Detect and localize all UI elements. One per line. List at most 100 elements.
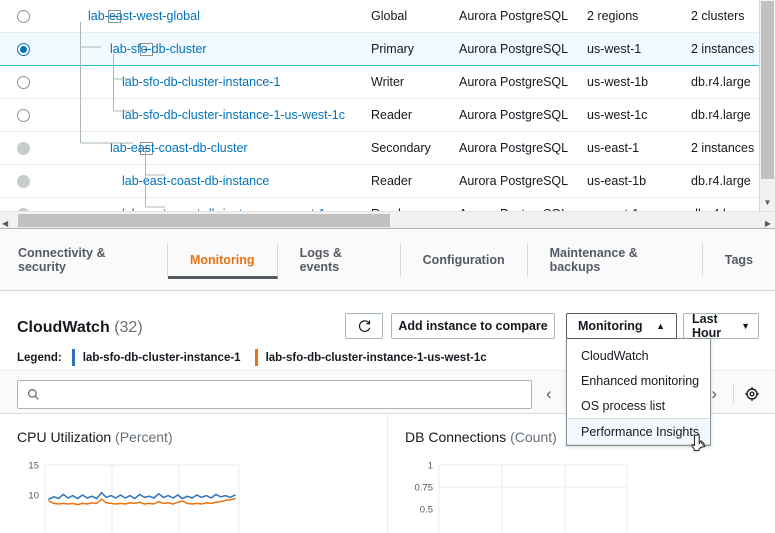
search-input[interactable] [48,386,522,403]
databases-table: lab-east-west-global Global Aurora Postgre… [0,0,775,211]
chevron-down-icon: ▼ [763,198,772,207]
db-name-cell: lab-sfo-db-cluster-instance-1 [46,66,371,99]
db-resource-link[interactable]: lab-east-coast-db-instance-us-east-1c [122,207,332,211]
role-cell: Reader [371,174,412,188]
row-radio-button [16,175,30,189]
db-name-cell: lab-sfo-db-cluster-instance-1-us-west-1c [46,99,371,132]
region-az-cell: us-east-1 [587,141,640,155]
db-resource-link[interactable]: lab-sfo-db-cluster-instance-1 [122,75,281,89]
add-instance-to-compare-button[interactable]: Add instance to compare [391,313,555,339]
db-resource-link[interactable]: lab-sfo-db-cluster [110,42,207,56]
detail-tabs: Connectivity & security Monitoring Logs & … [0,243,775,283]
monitoring-type-dropdown-button[interactable]: Monitoring ▲ [566,313,677,339]
region-az-cell: us-east-1c [587,198,691,211]
table-vertical-scroll-thumb[interactable] [761,1,774,179]
dropdown-item-os-process-list[interactable]: OS process list [581,398,666,413]
db-name-cell: lab-east-coast-db-cluster [46,132,371,165]
tab-connectivity-security[interactable]: Connectivity & security [0,243,168,276]
chart-card-db-connections: DB Connections (Count) 1 0.75 0.5 [388,415,775,533]
collapse-node-button[interactable] [108,9,121,23]
table-row[interactable]: lab-sfo-db-cluster Primary Aurora PostgreS… [0,32,775,66]
pagination-divider [733,384,734,403]
chart-title-cpu: CPU Utilization (Percent) [17,429,173,445]
engine-cell: Aurora PostgreSQL [459,108,569,122]
svg-text:0.5: 0.5 [420,505,433,516]
monitoring-type-dropdown-label: Monitoring [578,319,643,333]
section-divider [0,228,775,229]
row-select-cell[interactable] [0,99,46,132]
collapse-node-button[interactable] [140,42,153,56]
table-horizontal-scrollbar[interactable]: ◀ ▶ [0,211,775,229]
scroll-down-button[interactable]: ▼ [760,195,775,211]
row-select-cell[interactable] [0,0,46,33]
size-cell: 2 instances [691,141,755,155]
region-az-cell: us-east-1b [587,174,647,188]
engine-cell: Aurora PostgreSQL [459,174,569,188]
row-radio-button [16,142,30,156]
chevron-left-icon[interactable]: ‹ [546,383,552,403]
scroll-right-button[interactable]: ▶ [765,215,771,229]
table-row[interactable]: lab-east-west-global Global Aurora Postgre… [0,0,775,33]
caret-up-icon: ▲ [656,321,665,331]
collapse-node-button[interactable] [140,141,153,155]
scroll-left-button[interactable]: ◀ [2,215,8,229]
caret-down-icon: ▼ [741,321,750,331]
cloudwatch-metric-count: (32) [114,319,143,336]
table-horizontal-scroll-thumb[interactable] [18,214,390,227]
cloudwatch-heading-text: CloudWatch [17,319,110,336]
tab-monitoring[interactable]: Monitoring [167,243,278,279]
row-select-cell[interactable] [0,198,46,211]
refresh-button[interactable] [345,313,383,339]
row-select-cell[interactable] [0,33,46,66]
table-row[interactable]: lab-east-coast-db-instance-us-east-1c Rea… [0,198,775,211]
legend-item: lab-sfo-db-cluster-instance-1 [71,349,241,366]
row-radio-button[interactable] [16,109,30,123]
time-range-dropdown-button[interactable]: Last Hour ▼ [683,312,759,340]
legend-series-name: lab-sfo-db-cluster-instance-1-us-west-1c [265,351,487,364]
cloudwatch-heading: CloudWatch (32) [17,319,143,337]
dropdown-item-enhanced-monitoring[interactable]: Enhanced monitoring [581,373,700,388]
region-az-cell: 2 regions [587,9,639,23]
tab-tags[interactable]: Tags [724,252,753,267]
chart-unit-label: (Percent) [115,429,173,445]
row-radio-button[interactable] [16,43,30,57]
table-row[interactable]: lab-sfo-db-cluster-instance-1 Writer Auror… [0,66,775,99]
db-name-cell: lab-sfo-db-cluster [46,33,371,66]
role-cell: Global [371,9,408,23]
tab-configuration[interactable]: Configuration [401,243,528,276]
svg-text:15: 15 [28,461,39,472]
chart-unit-label: (Count) [510,429,557,445]
chevron-right-icon[interactable]: › [711,383,717,403]
role-cell: Writer [371,75,405,89]
row-radio-button[interactable] [16,76,30,90]
row-radio-button[interactable] [16,10,30,24]
db-resource-link[interactable]: lab-east-coast-db-cluster [110,141,248,155]
row-select-cell[interactable] [0,165,46,198]
dropdown-item-performance-insights[interactable]: Performance Insights [567,418,710,445]
gear-icon[interactable] [744,386,760,402]
engine-cell: Aurora PostgreSQL [459,42,569,56]
legend-series-name: lab-sfo-db-cluster-instance-1 [82,351,241,364]
table-row[interactable]: lab-east-coast-db-cluster Secondary Aurora… [0,132,775,165]
row-select-cell[interactable] [0,66,46,99]
row-select-cell[interactable] [0,132,46,165]
table-row[interactable]: lab-sfo-db-cluster-instance-1-us-west-1c… [0,99,775,132]
tab-maintenance-backups[interactable]: Maintenance & backups [528,243,703,276]
chart-card-cpu-utilization: CPU Utilization (Percent) 15 10 [0,415,388,533]
engine-cell: Aurora PostgreSQL [459,198,587,211]
db-resource-link[interactable]: lab-east-coast-db-instance [122,174,270,188]
chevron-left-icon: ◀ [2,219,9,228]
table-row[interactable]: lab-east-coast-db-instance Reader Aurora P… [0,165,775,198]
chevron-right-icon: ▶ [764,219,771,228]
table-vertical-scrollbar[interactable]: ▼ [759,0,775,211]
search-box[interactable] [17,380,532,409]
legend-color-swatch [254,349,258,366]
size-cell: db.r4.large [691,108,751,122]
tab-logs-events[interactable]: Logs & events [278,243,401,276]
role-cell: Secondary [371,141,431,155]
db-name-cell: lab-east-coast-db-instance [46,165,371,198]
db-resource-link[interactable]: lab-east-west-global [88,9,200,23]
dropdown-item-cloudwatch[interactable]: CloudWatch [581,348,649,363]
db-resource-link[interactable]: lab-sfo-db-cluster-instance-1-us-west-1c [122,108,345,122]
